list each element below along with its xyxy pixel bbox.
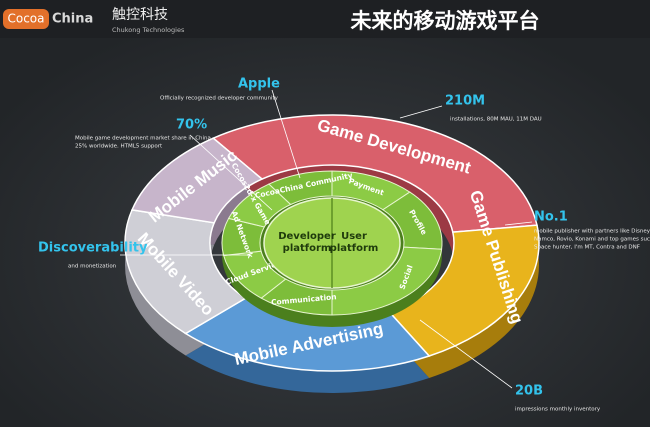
callout-text: Officially recognized developer communit… bbox=[160, 96, 279, 102]
logo-right: China bbox=[52, 12, 93, 27]
middle-segment bbox=[268, 170, 333, 206]
callout-text: Namco, Rovio, Konami and top games such … bbox=[534, 237, 650, 243]
ring-segment bbox=[387, 224, 540, 357]
ring-segment bbox=[211, 114, 538, 233]
core-label: platform bbox=[283, 243, 332, 254]
callout-text: mobile publisher with partners like Disn… bbox=[534, 229, 650, 235]
company-en: Chukong Technologies bbox=[112, 26, 185, 34]
callout-headline: No.1 bbox=[534, 210, 568, 225]
leader-line bbox=[399, 105, 443, 119]
callout-headline: 210M bbox=[445, 94, 485, 109]
ring-segment bbox=[130, 137, 264, 224]
callout-text: impressions monthly inventory bbox=[515, 407, 601, 413]
logo-badge bbox=[3, 9, 49, 29]
ring-segment bbox=[124, 209, 248, 335]
core-label: Developer bbox=[278, 231, 336, 242]
callout-headline: Apple bbox=[238, 77, 280, 92]
callout-text: Space hunter, I'm MT, Contra and DNF bbox=[534, 245, 640, 251]
core-label: platform bbox=[330, 243, 379, 254]
header-bar bbox=[0, 0, 650, 38]
leader-line bbox=[419, 319, 513, 389]
company-cn: 触控科技 bbox=[112, 7, 168, 23]
callout-text: 25% worldwide. HTML5 support bbox=[75, 144, 163, 150]
callout-text: Mobile game development market share in … bbox=[75, 136, 213, 142]
leader-line bbox=[271, 89, 301, 179]
callout-headline: 20B bbox=[515, 384, 543, 399]
callout-text: installations, 80M MAU, 11M DAU bbox=[450, 117, 542, 123]
logo-left: Cocoa bbox=[7, 12, 44, 26]
callouts: Apple Officially recognized developer com… bbox=[38, 77, 650, 413]
core-label: User bbox=[341, 231, 367, 242]
page-title: 未来的移动游戏平台 bbox=[351, 9, 540, 33]
callout-headline: Discoverability bbox=[38, 241, 148, 256]
leader-line bbox=[189, 134, 273, 211]
callout-text: and monetization bbox=[68, 264, 117, 270]
leader-line bbox=[504, 221, 533, 226]
callout-headline: 70% bbox=[176, 118, 207, 133]
